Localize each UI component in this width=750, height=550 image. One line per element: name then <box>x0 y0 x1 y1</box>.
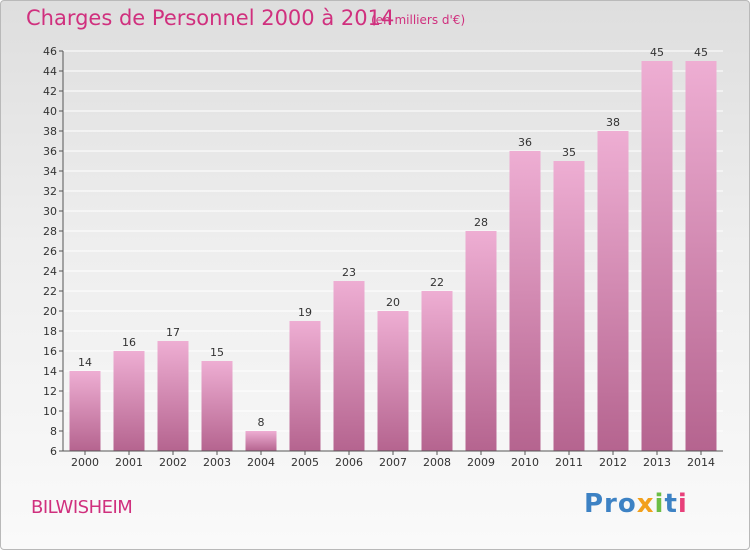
x-tick-label: 2008 <box>423 456 451 469</box>
x-tick-label: 2011 <box>555 456 583 469</box>
bar-2004 <box>245 431 277 451</box>
y-tick-label: 14 <box>43 365 57 378</box>
x-tick-label: 2000 <box>71 456 99 469</box>
x-tick-label: 2004 <box>247 456 275 469</box>
bar-2008 <box>421 291 453 451</box>
bar-2012 <box>597 131 629 451</box>
y-tick-label: 30 <box>43 205 57 218</box>
bar-2009 <box>465 231 497 451</box>
y-tick-label: 40 <box>43 105 57 118</box>
y-tick-label: 12 <box>43 385 57 398</box>
y-tick-label: 6 <box>50 445 57 458</box>
data-label: 36 <box>518 136 532 149</box>
y-tick-label: 42 <box>43 85 57 98</box>
data-label: 19 <box>298 306 312 319</box>
data-label: 14 <box>78 356 92 369</box>
y-tick-label: 16 <box>43 345 57 358</box>
y-tick-label: 22 <box>43 285 57 298</box>
bar-2010 <box>509 151 541 451</box>
x-tick-label: 2001 <box>115 456 143 469</box>
logo-part: i <box>677 489 688 519</box>
chart-title: Charges de Personnel 2000 à 2014 <box>26 6 395 30</box>
labels: 14 2000 16 2001 17 2002 15 2003 8 2004 19 2005 23 200… <box>71 46 715 469</box>
data-label: 20 <box>386 296 400 309</box>
data-label: 23 <box>342 266 356 279</box>
y-tick-label: 44 <box>43 65 57 78</box>
bar-2013 <box>641 61 673 451</box>
x-tick-label: 2014 <box>687 456 715 469</box>
data-label: 15 <box>210 346 224 359</box>
x-tick-label: 2002 <box>159 456 187 469</box>
y-tick-label: 28 <box>43 225 57 238</box>
bar-2006 <box>333 281 365 451</box>
data-label: 8 <box>258 416 265 429</box>
bar-2011 <box>553 161 585 451</box>
y-tick-label: 18 <box>43 325 57 338</box>
y-tick-label: 24 <box>43 265 57 278</box>
data-label: 17 <box>166 326 180 339</box>
logo-part: x <box>636 489 655 519</box>
data-label: 16 <box>122 336 136 349</box>
x-tick-label: 2006 <box>335 456 363 469</box>
logo-part: t <box>664 489 678 519</box>
data-label: 35 <box>562 146 576 159</box>
x-tick-label: 2012 <box>599 456 627 469</box>
bar-2005 <box>289 321 321 451</box>
data-label: 45 <box>650 46 664 59</box>
x-tick-label: 2010 <box>511 456 539 469</box>
y-tick-label: 20 <box>43 305 57 318</box>
axes: 6 8 10 12 14 16 18 20 22 24 26 28 30 32 34 36 38 40 42 44 46 <box>43 45 723 458</box>
bar-2001 <box>113 351 145 451</box>
bar-2007 <box>377 311 409 451</box>
data-label: 45 <box>694 46 708 59</box>
y-tick-label: 10 <box>43 405 57 418</box>
y-tick-label: 26 <box>43 245 57 258</box>
bar-2002 <box>157 341 189 451</box>
proxiti-logo: Proxiti <box>584 489 688 519</box>
data-label: 38 <box>606 116 620 129</box>
y-tick-label: 36 <box>43 145 57 158</box>
x-tick-label: 2013 <box>643 456 671 469</box>
y-tick-label: 34 <box>43 165 57 178</box>
bar-2003 <box>201 361 233 451</box>
bar-2014 <box>685 61 717 451</box>
logo-part: i <box>654 489 665 519</box>
bar-2000 <box>69 371 101 451</box>
bars <box>69 61 717 451</box>
data-label: 22 <box>430 276 444 289</box>
y-tick-label: 46 <box>43 45 57 58</box>
chart-subtitle: (en milliers d'€) <box>371 13 466 27</box>
y-tick-label: 38 <box>43 125 57 138</box>
x-tick-label: 2003 <box>203 456 231 469</box>
logo-part: Pro <box>584 489 637 519</box>
x-tick-label: 2005 <box>291 456 319 469</box>
x-tick-label: 2009 <box>467 456 495 469</box>
y-tick-label: 8 <box>50 425 57 438</box>
x-tick-label: 2007 <box>379 456 407 469</box>
y-tick-label: 32 <box>43 185 57 198</box>
commune-name: BILWISHEIM <box>31 497 133 518</box>
data-label: 28 <box>474 216 488 229</box>
